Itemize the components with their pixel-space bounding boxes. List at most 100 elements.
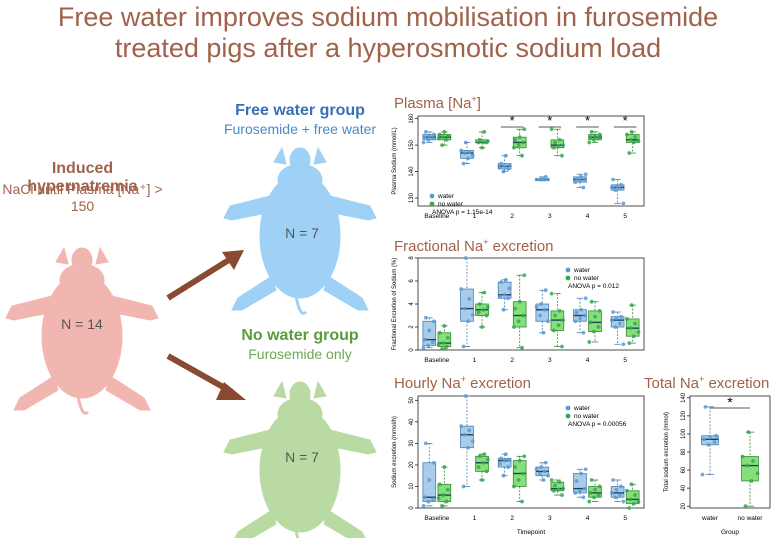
data-point [441, 341, 446, 345]
legend-marker [429, 193, 435, 199]
x-tick-label: 4 [586, 357, 590, 364]
data-point [522, 127, 527, 132]
legend-label: no water [574, 413, 600, 420]
data-point [485, 304, 490, 309]
data-point [613, 188, 618, 193]
data-point [553, 313, 557, 318]
hourly-excretion-chart: 0 10 20 30 40 50 Sodium excretion (mmol/h) Base… [392, 394, 645, 536]
legend-marker [565, 275, 571, 281]
data-point [582, 313, 587, 318]
data-point [618, 186, 622, 191]
data-point [583, 467, 588, 472]
data-point [436, 136, 441, 141]
data-point [596, 325, 601, 329]
no-water-title: No water group [241, 327, 359, 344]
data-point [459, 424, 464, 429]
data-point [593, 133, 597, 138]
data-point [423, 129, 428, 134]
x-tick-label: 2 [510, 213, 514, 220]
induced-n: N = 14 [61, 316, 103, 332]
data-point [628, 497, 633, 502]
data-point [542, 307, 547, 312]
data-point [422, 495, 427, 500]
data-point [573, 319, 578, 324]
significance-star: * [547, 113, 552, 128]
data-point [506, 167, 510, 171]
data-point [534, 177, 539, 182]
significance-star: * [510, 113, 515, 128]
data-point [470, 313, 475, 317]
data-point [714, 433, 718, 438]
data-point [549, 478, 554, 482]
data-point [700, 472, 705, 477]
data-point [560, 344, 564, 349]
legend-marker [565, 405, 571, 411]
data-point [463, 256, 468, 260]
data-point [614, 316, 619, 321]
data-point [461, 161, 466, 166]
data-point [631, 501, 636, 506]
data-point [521, 471, 526, 476]
total-excretion-chart: 20 40 60 80 100 120 140 Total sodium excretion … [664, 392, 771, 536]
data-point [432, 319, 436, 324]
data-point [579, 174, 584, 179]
plot-frame [417, 115, 645, 207]
y-tick-label: 10 [409, 482, 415, 489]
data-point [749, 479, 754, 483]
data-point [522, 454, 527, 459]
data-point [484, 469, 489, 474]
data-point [596, 136, 601, 141]
induced-subtitle: NaCl until Plasma [Na⁺] > 150 [2, 181, 163, 214]
panel-title-fractional: Fractional Na+ excretion [394, 237, 554, 255]
data-point [583, 296, 588, 301]
y-tick-label: 120 [681, 410, 687, 421]
data-point [549, 127, 554, 132]
figure-title-line1: Free water improves sodium mobilisation … [57, 2, 719, 32]
data-point [436, 496, 441, 501]
plot-frame [417, 395, 645, 509]
y-tick-label: 150 [409, 139, 415, 150]
data-point [589, 129, 594, 134]
data-point [476, 465, 481, 469]
data-point [477, 302, 482, 306]
data-point [462, 151, 467, 155]
data-point [421, 345, 426, 350]
plasma-sodium-chart: 130 140 150 160 Plasma Sodium (mmol/L) Baseli… [392, 113, 645, 220]
data-point [627, 341, 632, 345]
data-point [512, 145, 516, 150]
y-tick-label: 130 [409, 192, 415, 203]
legend-label: water [437, 193, 455, 200]
data-point [578, 316, 582, 321]
data-point [534, 304, 539, 309]
y-tick-label: 20 [409, 461, 415, 468]
data-point [499, 456, 504, 461]
y-tick-label: 4 [409, 302, 415, 306]
data-point [498, 165, 502, 170]
free-water-subtitle: Furosemide + free water [223, 121, 377, 137]
data-point [459, 148, 464, 153]
data-point [574, 479, 579, 483]
data-point [476, 310, 481, 315]
legend-marker [565, 413, 571, 419]
data-point [516, 319, 521, 324]
data-point [702, 437, 706, 442]
free-water-n: N = 7 [285, 225, 319, 241]
data-point [619, 182, 623, 187]
data-point [578, 488, 582, 493]
data-point [573, 180, 578, 185]
data-point [507, 457, 512, 462]
data-point [552, 145, 556, 150]
data-point [502, 458, 507, 463]
x-tick-label: 3 [548, 213, 552, 220]
x-tick-label: 2 [510, 515, 514, 522]
data-point [556, 323, 561, 328]
data-point [574, 310, 579, 315]
data-point [442, 323, 447, 328]
data-point [589, 299, 594, 304]
data-point [539, 302, 544, 306]
data-point [745, 463, 749, 468]
x-tick-label: 1 [473, 213, 477, 220]
y-tick-label: 0 [409, 348, 415, 352]
y-tick-label: 80 [681, 448, 687, 455]
no-water-n: N = 7 [285, 449, 319, 465]
